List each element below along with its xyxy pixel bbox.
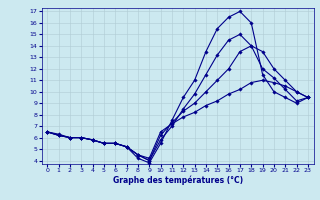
X-axis label: Graphe des températures (°C): Graphe des températures (°C) [113, 176, 243, 185]
